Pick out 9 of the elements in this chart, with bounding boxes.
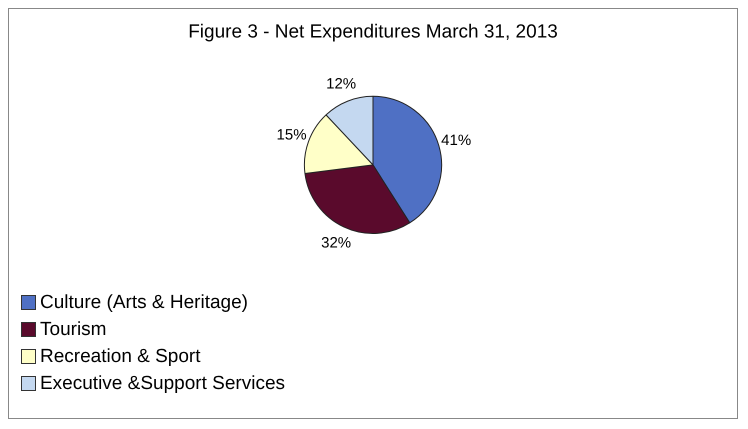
data-label: 15% [276,126,307,144]
legend-label: Culture (Arts & Heritage) [40,292,248,314]
legend-label: Recreation & Sport [40,346,201,368]
data-label: 12% [326,76,356,93]
legend-label: Executive &Support Services [40,372,286,394]
chart-title: Figure 3 - Net Expenditures March 31, 2013 [188,22,558,43]
data-label: 32% [321,234,352,252]
data-label: 41% [441,132,472,149]
legend-label: Tourism [40,318,107,340]
